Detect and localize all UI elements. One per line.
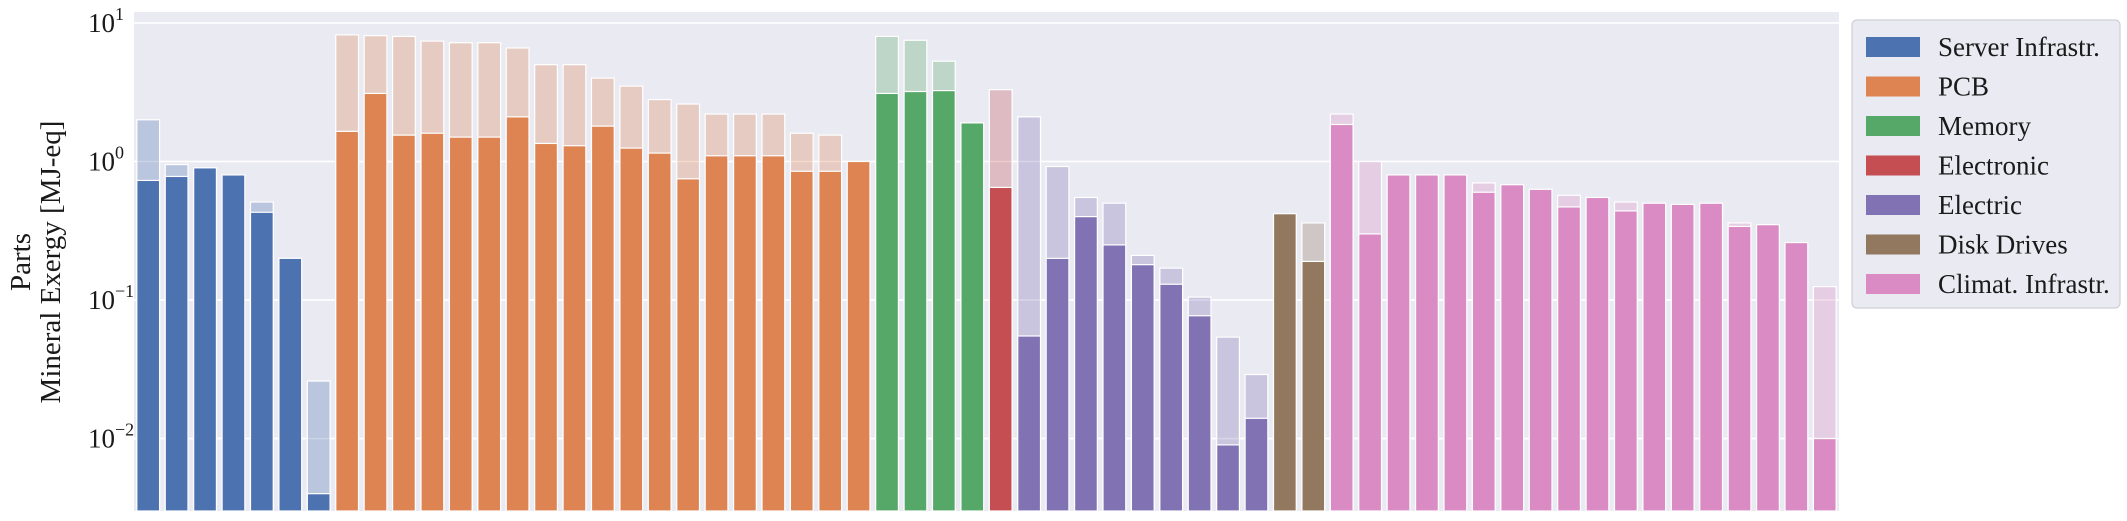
bar — [221, 174, 246, 512]
legend-swatch — [1866, 155, 1920, 176]
bar — [704, 155, 729, 512]
bar — [1528, 188, 1553, 512]
bar — [903, 90, 928, 512]
bar — [562, 145, 587, 512]
bar — [1244, 417, 1269, 512]
bar — [676, 178, 701, 512]
bar — [1585, 196, 1610, 512]
legend: Server Infrastr. PCB Memory Electronic Elect… — [1851, 19, 2121, 309]
y-tick-label: 101 — [88, 4, 124, 38]
bar — [249, 211, 274, 512]
bar — [448, 136, 473, 512]
bar — [1386, 174, 1411, 512]
bar — [1755, 224, 1780, 512]
y-tick-labels: 10−2 10−1 100 101 — [88, 4, 134, 454]
legend-swatch — [1866, 76, 1920, 97]
bar — [193, 167, 218, 512]
bar — [1727, 225, 1752, 512]
y-tick-label: 10−2 — [88, 420, 134, 454]
bar — [1613, 210, 1638, 512]
gridlines — [134, 22, 1839, 440]
bar — [363, 92, 388, 512]
bar — [1784, 241, 1809, 512]
legend-swatch — [1866, 234, 1920, 255]
bar — [619, 147, 644, 512]
bar — [1159, 283, 1184, 512]
bar — [505, 116, 530, 512]
bar — [1187, 315, 1212, 512]
bar — [732, 155, 757, 512]
bar — [1102, 244, 1127, 512]
bar — [931, 89, 956, 512]
legend-label: Disk Drives — [1938, 230, 2068, 260]
legend-label: Server Infrastr. — [1938, 32, 2100, 62]
bar — [391, 134, 416, 512]
bar — [1699, 202, 1724, 512]
bar — [335, 130, 360, 512]
legend-swatch — [1866, 195, 1920, 215]
bar — [306, 493, 331, 512]
y-axis-label-line2: Mineral Exergy [MJ-eq] — [35, 121, 67, 404]
bar — [1301, 260, 1326, 512]
bar — [590, 125, 615, 512]
legend-swatch — [1866, 274, 1920, 294]
legend-label: Electric — [1938, 190, 2022, 220]
bar — [534, 142, 559, 512]
bar — [789, 170, 814, 512]
bar — [1443, 174, 1468, 512]
bar — [1812, 437, 1837, 512]
bar — [1557, 206, 1582, 512]
legend-label: Memory — [1938, 111, 2031, 141]
bars — [136, 34, 1837, 512]
bar — [1017, 335, 1042, 512]
bar — [477, 136, 502, 512]
legend-label: PCB — [1938, 72, 1989, 102]
bar — [1414, 174, 1439, 512]
bar — [647, 152, 672, 512]
bar — [1358, 233, 1383, 512]
bar — [1073, 216, 1098, 512]
bar — [761, 155, 786, 512]
bar — [1670, 203, 1695, 512]
bar — [136, 179, 161, 512]
legend-swatch — [1866, 116, 1920, 136]
plot-background — [134, 12, 1839, 511]
y-tick-label: 10−1 — [88, 281, 134, 315]
y-axis-label-line1: Parts — [5, 233, 37, 291]
bar — [1642, 202, 1667, 512]
bar — [1500, 184, 1525, 512]
y-tick-label: 100 — [88, 143, 124, 177]
bar — [278, 257, 303, 512]
bar — [1471, 191, 1496, 512]
bar — [1329, 123, 1354, 512]
bar — [1272, 213, 1297, 512]
legend-swatch — [1866, 37, 1920, 57]
bar — [1045, 257, 1070, 512]
bar — [164, 175, 189, 512]
bar — [818, 170, 843, 512]
bar — [960, 122, 985, 512]
bar — [1130, 264, 1155, 512]
bar — [846, 160, 871, 512]
legend-label: Electronic — [1938, 151, 2049, 181]
bar-upper — [306, 380, 331, 512]
bar — [420, 132, 445, 512]
bar — [1216, 444, 1241, 512]
legend-label: Climat. Infrastr. — [1938, 269, 2110, 299]
bar — [988, 186, 1013, 512]
bar — [875, 92, 900, 512]
